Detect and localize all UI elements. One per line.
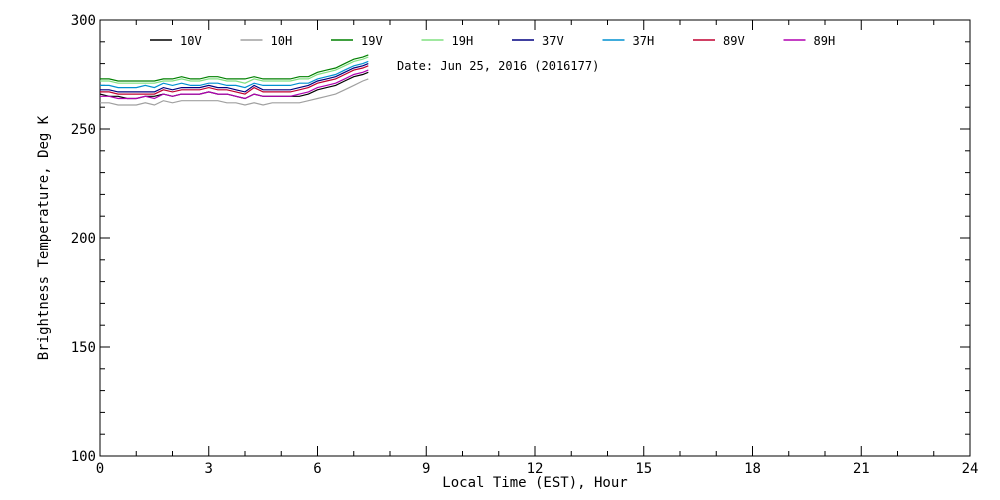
legend-label-37v: 37V bbox=[542, 34, 564, 48]
series-line-19v bbox=[100, 54, 369, 82]
legend-label-89h: 89H bbox=[814, 34, 836, 48]
series-lines bbox=[99, 54, 369, 106]
x-tick-label: 12 bbox=[527, 461, 544, 477]
axis-ticks: 0 3 6 9 12 15 18 21 24 100 150 200 250 300 bbox=[71, 13, 979, 477]
x-tick-label: 0 bbox=[96, 461, 104, 477]
x-axis-title: Local Time (EST), Hour bbox=[442, 475, 627, 491]
series-line-19h bbox=[100, 56, 369, 84]
y-tick-label: 300 bbox=[71, 13, 96, 29]
x-tick-label: 18 bbox=[744, 461, 761, 477]
legend-label-19v: 19V bbox=[361, 34, 383, 48]
x-tick-label: 15 bbox=[635, 461, 652, 477]
legend-label-10h: 10H bbox=[271, 34, 293, 48]
legend-label-19h: 19H bbox=[452, 34, 474, 48]
x-tick-label: 21 bbox=[853, 461, 870, 477]
x-tick-label: 6 bbox=[313, 461, 321, 477]
y-axis-title: Brightness Temperature, Deg K bbox=[36, 115, 52, 360]
x-tick-label: 24 bbox=[962, 461, 979, 477]
series-line-37h bbox=[100, 60, 369, 89]
legend-label-10v: 10V bbox=[180, 34, 202, 48]
legend: 10V 10H 19V 19H 37V 37H 89V 89H bbox=[150, 34, 835, 48]
series-line-10h bbox=[100, 78, 369, 106]
x-tick-label: 3 bbox=[205, 461, 213, 477]
series-line-89v bbox=[100, 65, 369, 95]
x-tick-label: 9 bbox=[422, 461, 430, 477]
y-tick-label: 250 bbox=[71, 122, 96, 138]
legend-label-89v: 89V bbox=[723, 34, 745, 48]
y-tick-label: 150 bbox=[71, 340, 96, 356]
y-tick-label: 100 bbox=[71, 449, 96, 465]
legend-label-37h: 37H bbox=[633, 34, 655, 48]
y-tick-label: 200 bbox=[71, 231, 96, 247]
series-line-89h bbox=[100, 69, 369, 100]
series-line-37v bbox=[100, 63, 369, 93]
date-annotation: Date: Jun 25, 2016 (2016177) bbox=[397, 59, 599, 73]
